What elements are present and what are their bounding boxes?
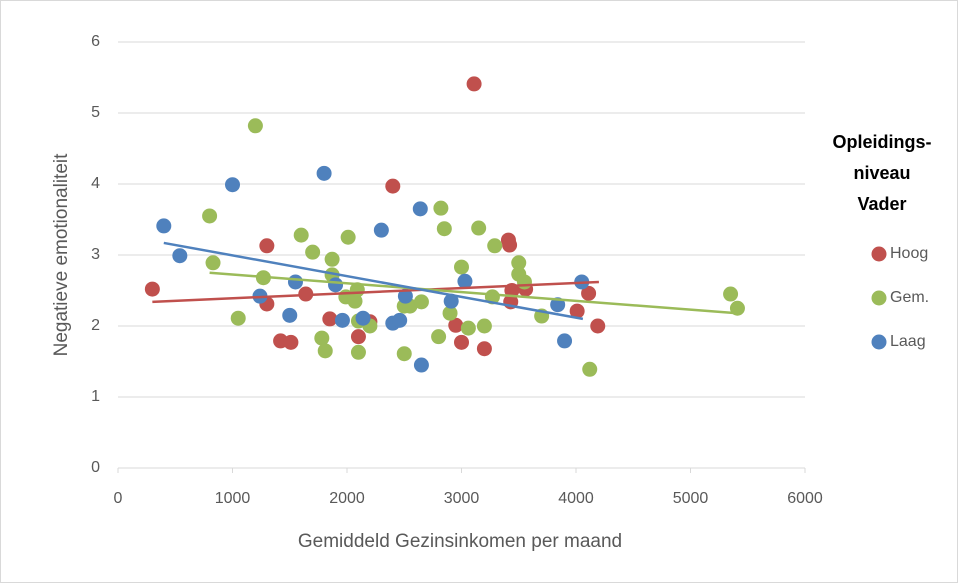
- point: [448, 317, 464, 333]
- point: [502, 237, 518, 253]
- x-axis-label: Gemiddeld Gezinsinkomen per maand: [298, 531, 622, 552]
- point: [225, 177, 240, 193]
- trendline: [209, 271, 738, 315]
- y-tick-label: 5: [91, 104, 100, 121]
- y-tick-label: 3: [91, 246, 100, 263]
- point: [511, 255, 527, 271]
- x-tick-label: 5000: [673, 490, 709, 507]
- legend-marker: [871, 290, 887, 306]
- legend-title: Vader: [857, 194, 906, 214]
- point: [413, 357, 429, 373]
- point: [230, 310, 246, 326]
- point: [202, 208, 218, 224]
- point: [397, 288, 413, 304]
- point: [392, 312, 408, 328]
- legend-title: niveau: [853, 163, 910, 183]
- legend-label: Laag: [890, 333, 926, 350]
- point: [287, 274, 303, 290]
- point: [433, 200, 449, 216]
- point: [347, 293, 363, 309]
- point: [431, 329, 447, 345]
- trendline: [152, 280, 599, 304]
- point: [340, 229, 356, 245]
- point: [314, 330, 330, 346]
- point: [350, 344, 366, 360]
- point: [172, 248, 188, 264]
- point: [396, 346, 412, 362]
- point: [436, 221, 452, 237]
- point: [283, 334, 299, 350]
- trendline: [163, 241, 584, 321]
- point: [454, 334, 469, 350]
- x-tick-label: 3000: [444, 490, 480, 507]
- y-tick-label: 6: [91, 33, 100, 50]
- point: [443, 293, 459, 309]
- point: [247, 118, 263, 134]
- x-tick-label: 6000: [787, 490, 823, 507]
- point: [156, 218, 172, 234]
- point: [442, 305, 458, 321]
- legend-marker: [871, 334, 887, 350]
- point: [350, 329, 366, 345]
- point: [144, 281, 160, 297]
- legend-title: Opleidings-: [833, 132, 932, 152]
- point: [590, 318, 606, 334]
- y-tick-label: 4: [91, 175, 100, 192]
- point: [487, 238, 503, 254]
- point: [385, 178, 401, 194]
- point: [355, 310, 371, 326]
- y-tick-label: 1: [91, 388, 100, 405]
- point: [373, 222, 389, 238]
- point: [471, 220, 487, 236]
- x-tick-label: 0: [114, 490, 123, 507]
- point: [476, 341, 492, 357]
- point: [582, 361, 598, 377]
- point: [723, 286, 739, 302]
- point: [569, 303, 585, 319]
- point: [316, 165, 332, 181]
- x-tick-label: 4000: [558, 490, 594, 507]
- point: [282, 307, 298, 323]
- point: [328, 277, 344, 293]
- point: [205, 255, 221, 271]
- x-tick-label: 1000: [215, 490, 251, 507]
- point: [466, 76, 482, 92]
- x-tick-label: 2000: [329, 490, 365, 507]
- legend-label: Hoog: [890, 245, 928, 262]
- y-tick-label: 0: [91, 459, 100, 476]
- y-axis-label: Negatieve emotionaliteit: [51, 153, 72, 357]
- point: [413, 294, 429, 310]
- point: [322, 311, 338, 327]
- point: [412, 201, 428, 217]
- point: [259, 238, 275, 254]
- point: [324, 251, 340, 267]
- point: [581, 285, 597, 301]
- point: [317, 343, 333, 359]
- legend-label: Gem.: [890, 289, 929, 306]
- point: [557, 333, 573, 349]
- legend-marker: [871, 246, 887, 262]
- point: [305, 244, 321, 260]
- point: [334, 312, 350, 328]
- point: [460, 320, 476, 336]
- point: [516, 274, 532, 290]
- point: [454, 259, 469, 275]
- point: [476, 318, 492, 334]
- point: [293, 227, 309, 243]
- y-tick-label: 2: [91, 317, 100, 334]
- point: [457, 273, 473, 289]
